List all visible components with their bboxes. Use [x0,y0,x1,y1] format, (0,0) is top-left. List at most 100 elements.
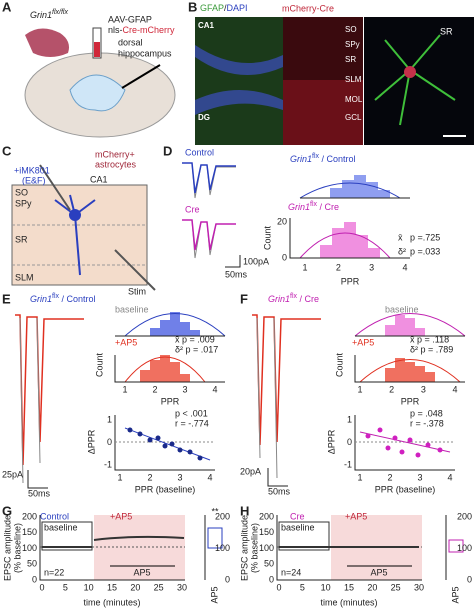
zoom-label: SR [440,26,453,36]
panel-label: C [2,143,12,158]
image-gfap [195,17,283,145]
y-tick-label: 0 [107,437,112,447]
target: hippocampus [118,48,172,58]
drug: (E&F) [22,175,46,185]
gene-sup: flx [290,293,298,300]
x-tick-label: 25 [154,582,164,592]
region: DG [198,113,210,122]
panel-a: A Grin1flx/flx AAV-GFAP nls-Cre-mCherry … [2,0,176,138]
stain-sep: / [224,3,227,13]
y-label: ΔPPR [326,429,336,454]
panel-label: B [188,0,197,14]
genotype: / Cre [297,294,319,304]
y-tick-label: 100 [457,543,472,553]
y-tick-label: 200 [457,511,472,521]
box-label: AP5 [209,586,219,603]
fit [124,313,226,337]
gene-sup: flx [310,201,318,208]
image-cre-dg [283,80,363,145]
virus-cre: Cre-mCherry [123,25,176,35]
layer: SO [15,187,28,197]
y-tick-label: 150 [259,527,274,537]
nucleus [404,66,416,78]
scatter [365,427,443,458]
drug-label: +AP5 [110,511,132,521]
axis [289,218,410,259]
hist-title: Grin1flx / Cre [288,201,339,213]
axis [354,415,455,471]
panel-label: G [2,503,12,518]
ap5-label: AP5 [133,567,150,577]
gene-sup: flx [312,153,320,160]
y-tick-label: 1 [107,414,112,424]
x-label: time (minutes) [83,597,140,607]
virus-prefix: nls- [108,25,123,35]
x-tick-label: 20 [367,582,377,592]
x-tick-label: 3 [177,472,182,482]
y-label: Count [334,353,344,378]
panel-label: D [163,143,172,158]
panel-h: H Cre +AP5 baseline n=24 AP5 EPSC amplit… [239,503,464,607]
x-tick-label: 1 [117,472,122,482]
layer: GCL [345,113,362,122]
x-tick-label: 5 [63,582,68,592]
fit [359,359,461,383]
layer: SR [15,234,28,244]
box [207,527,223,549]
arrow [121,64,161,89]
x-tick-label: 3 [182,384,187,394]
histogram [150,312,200,336]
panel-f: F Grin1flx / Cre 20pA 50ms baseline +AP5… [240,291,466,496]
cells: astrocytes [95,159,137,169]
legend: Cre [290,511,305,521]
x-tick-label: 4 [447,472,452,482]
fit [354,313,466,337]
x-tick-label: 30 [177,582,187,592]
genotype: / Control [59,294,96,304]
baseline-label: baseline [281,522,315,532]
y-tick-label: -1 [104,459,112,469]
y-tick-label: 0 [347,437,352,447]
y-label: (% baseline) [249,523,259,573]
layer: SPy [345,40,360,49]
x-tick-label: 3 [417,472,422,482]
y-label: Count [94,353,104,378]
x-tick-label: 3 [369,262,374,272]
x-tick-label: 30 [414,582,424,592]
x-tick-label: 0 [276,582,281,592]
axis [354,355,465,383]
stim: Stim [128,286,146,296]
trace [182,219,236,251]
scale-label: 20pA [240,466,261,476]
drug: +iMK801 [14,165,50,175]
y-label: (% baseline) [12,523,22,573]
target: dorsal [118,37,143,47]
gene: Grin1flx/flx [30,9,68,21]
layer: SLM [345,75,362,84]
axis [39,515,185,581]
gene: Grin1 [290,154,312,164]
stat: p =.033 [410,246,440,256]
stat: x̄ [398,232,403,242]
layer: MOL [345,95,363,104]
virus-fill [94,42,100,57]
x-tick-label: 10 [84,582,94,592]
virus: AAV-GFAP [108,14,152,24]
scale-label: 50ms [268,486,291,496]
soma [69,209,81,221]
pipette [39,164,71,211]
regression [124,427,211,461]
scale-bar [225,255,241,268]
x-tick-label: 15 [344,582,354,592]
y-label: EPSC amplitude [2,515,12,581]
panel-title: Grin1flx / Cre [268,293,319,305]
gene: Grin1 [268,294,290,304]
y-tick-label: 50 [27,559,37,569]
axis [276,515,422,581]
stat: x̄ p = .009 [175,334,215,344]
astrocyte [374,34,456,126]
stat: δ² [398,246,406,256]
x-tick-label: 1 [357,472,362,482]
